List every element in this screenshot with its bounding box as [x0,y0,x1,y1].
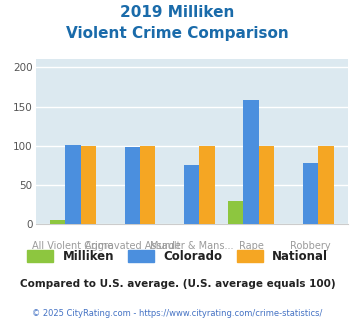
Bar [140,146,155,224]
Bar [65,145,81,224]
Text: 2019 Milliken: 2019 Milliken [120,5,235,20]
Bar [244,100,259,224]
Bar [184,165,200,224]
Text: Murder & Mans...: Murder & Mans... [150,241,234,251]
Bar [50,220,65,224]
Legend: Milliken, Colorado, National: Milliken, Colorado, National [22,245,333,268]
Bar [318,146,334,224]
Text: Compared to U.S. average. (U.S. average equals 100): Compared to U.S. average. (U.S. average … [20,279,335,289]
Text: Aggravated Assault: Aggravated Assault [84,241,180,251]
Text: © 2025 CityRating.com - https://www.cityrating.com/crime-statistics/: © 2025 CityRating.com - https://www.city… [32,309,323,317]
Text: All Violent Crime: All Violent Crime [32,241,114,251]
Text: Robbery: Robbery [290,241,331,251]
Bar [259,146,274,224]
Text: Rape: Rape [239,241,263,251]
Bar [200,146,215,224]
Bar [125,147,140,224]
Bar [303,163,318,224]
Bar [81,146,96,224]
Text: Violent Crime Comparison: Violent Crime Comparison [66,26,289,41]
Bar [228,201,244,224]
